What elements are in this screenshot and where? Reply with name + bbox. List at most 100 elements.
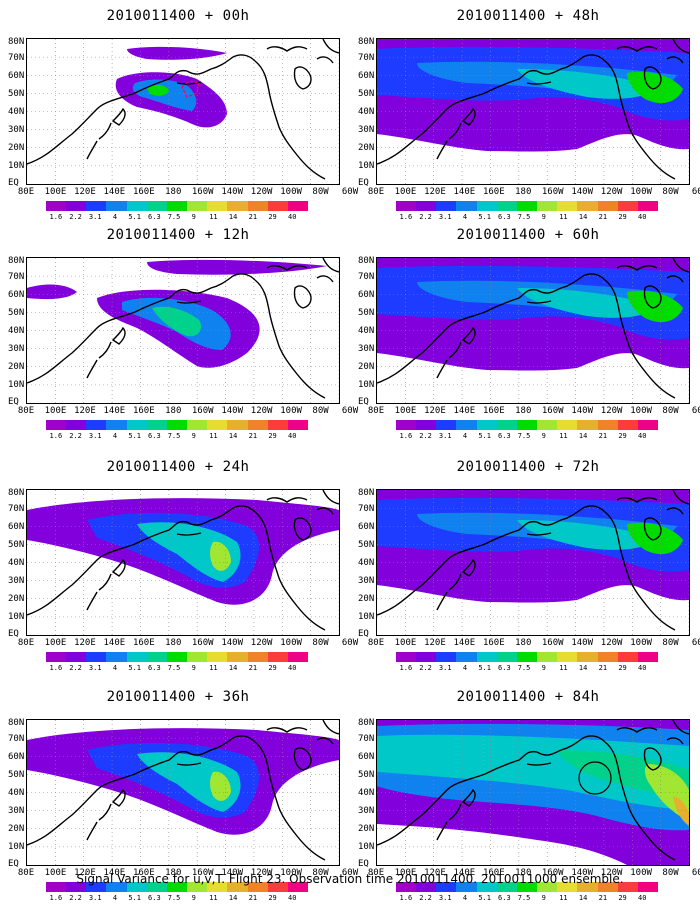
- lat-tick-label: 30N: [358, 576, 375, 586]
- colorbar-tick-label: 1.6: [399, 894, 413, 902]
- map-svg: [27, 258, 339, 403]
- colorbar-tick-label: 3.1: [88, 664, 102, 672]
- colorbar-tick-label: 1.6: [399, 432, 413, 440]
- lon-tick-label: 140W: [221, 638, 244, 648]
- latitude-axis: 80N 70N 60N 50N 40N 30N 20N 10N EQ: [358, 489, 376, 639]
- lon-tick-label: 80W: [662, 406, 679, 416]
- lon-tick-label: 100E: [44, 638, 67, 648]
- lat-tick-label: 70N: [358, 272, 375, 282]
- coastline: [526, 762, 552, 766]
- map-area: [26, 38, 340, 185]
- colorbar-swatch: [267, 882, 288, 892]
- colorbar-tick-label: 11: [559, 894, 568, 902]
- coastline: [27, 288, 188, 384]
- colorbar-swatch: [207, 201, 228, 211]
- lat-tick-label: 30N: [358, 125, 375, 135]
- colorbar-tick-label: 4: [112, 213, 118, 221]
- coastline: [266, 265, 308, 271]
- variance-contour: [627, 290, 683, 323]
- colorbar-labels: 1.6 2.2 3.1 4 5.1 6.3 7.5 9 11 14 21 29 40: [46, 432, 308, 441]
- colorbar-tick-label: 4: [462, 213, 468, 221]
- lon-tick-label: 100E: [394, 638, 417, 648]
- colorbar-tick-label: 29: [618, 894, 627, 902]
- colorbar-swatch: [86, 420, 107, 430]
- lon-tick-label: 120E: [424, 868, 446, 878]
- colorbar-tick-label: 6.3: [498, 432, 511, 440]
- lon-tick-label: 60W: [691, 187, 700, 197]
- colorbar-tick-label: 29: [268, 432, 277, 440]
- colorbar-swatch: [187, 652, 208, 662]
- lon-tick-label: 180: [165, 638, 182, 648]
- colorbar-swatch: [577, 201, 598, 211]
- lat-tick-label: 50N: [358, 770, 375, 780]
- colorbar-swatch: [86, 201, 107, 211]
- lon-tick-label: 140E: [103, 868, 126, 878]
- colorbar-tick-label: 40: [288, 664, 297, 672]
- colorbar-swatch: [577, 420, 598, 430]
- colorbar: [396, 201, 659, 211]
- colorbar: [46, 652, 309, 662]
- map-area: [376, 719, 690, 866]
- lat-tick-label: 50N: [8, 308, 25, 318]
- lon-tick-label: 140E: [103, 638, 126, 648]
- colorbar-swatch: [86, 882, 107, 892]
- colorbar-swatch: [267, 201, 288, 211]
- colorbar-swatch: [577, 652, 598, 662]
- colorbar-tick-label: 40: [638, 664, 647, 672]
- latitude-axis: 80N 70N 60N 50N 40N 30N 20N 10N EQ: [8, 257, 26, 407]
- lat-tick-label: 70N: [8, 734, 25, 744]
- coastline: [604, 511, 676, 631]
- lat-tick-label: 40N: [358, 107, 375, 117]
- colorbar: [46, 201, 309, 211]
- colorbar-swatch: [557, 882, 578, 892]
- colorbar-tick-label: 4: [462, 432, 468, 440]
- colorbar-swatch: [106, 201, 127, 211]
- colorbar-tick-label: 14: [228, 213, 238, 221]
- lon-tick-label: 140E: [453, 638, 476, 648]
- lon-tick-label: 140E: [453, 868, 476, 878]
- map-svg: [377, 39, 689, 184]
- colorbar-labels: 1.6 2.2 3.1 4 5.1 6.3 7.5 9 11 14 21 29 40: [396, 432, 658, 441]
- lon-tick-label: 120E: [74, 638, 96, 648]
- map-svg: [377, 490, 689, 635]
- colorbar: [396, 882, 659, 892]
- colorbar-swatch: [416, 652, 437, 662]
- colorbar-swatch: [227, 420, 248, 430]
- lon-tick-label: 60W: [341, 638, 359, 648]
- coastline: [293, 66, 312, 90]
- lon-tick-label: 80E: [367, 406, 385, 416]
- lat-tick-label: 40N: [358, 558, 375, 568]
- lat-tick-label: 80N: [358, 256, 375, 266]
- coastline: [176, 300, 202, 304]
- colorbar-swatch: [436, 420, 457, 430]
- colorbar-tick-label: 21: [248, 664, 258, 672]
- colorbar-tick-label: 21: [598, 664, 608, 672]
- colorbar-tick-label: 14: [578, 213, 588, 221]
- colorbar-tick-label: 7.5: [167, 213, 181, 221]
- lon-tick-label: 80W: [312, 406, 329, 416]
- colorbar-tick-label: 1.6: [49, 894, 63, 902]
- colorbar-labels: 1.6 2.2 3.1 4 5.1 6.3 7.5 9 11 14 21 29 40: [396, 664, 658, 673]
- lon-tick-label: 180: [515, 406, 532, 416]
- lon-tick-label: 120E: [74, 187, 96, 197]
- coastline: [377, 69, 538, 165]
- colorbar-swatch: [537, 420, 558, 430]
- figure-caption: Signal Variance for u,v,T. Flight 23. Ob…: [76, 872, 624, 886]
- lat-tick-label: 50N: [358, 308, 375, 318]
- coastline: [448, 341, 462, 359]
- lat-tick-label: 50N: [8, 770, 25, 780]
- lon-tick-label: 100W: [280, 187, 302, 197]
- colorbar-swatch: [66, 882, 87, 892]
- lat-tick-label: 80N: [358, 718, 375, 728]
- map-panel: 2010011400 + 24h 80N 70N 60N 50N 40N 30N 20N 10N…: [8, 459, 358, 674]
- coastline: [461, 326, 476, 345]
- lon-tick-label: 160W: [541, 868, 564, 878]
- latitude-axis: 80N 70N 60N 50N 40N 30N 20N 10N EQ: [8, 719, 26, 869]
- lat-tick-label: 30N: [8, 806, 25, 816]
- variance-contour: [147, 84, 169, 96]
- lat-tick-label: 30N: [358, 344, 375, 354]
- map-panel: 2010011400 + 48h 80N 70N 60N 50N 40N 30N 20N 10N…: [358, 8, 700, 223]
- coastline: [254, 741, 326, 861]
- map-panel: 2010011400 + 36h 80N 70N 60N 50N 40N 30N 20N 10N…: [8, 689, 358, 904]
- coastline: [448, 122, 462, 140]
